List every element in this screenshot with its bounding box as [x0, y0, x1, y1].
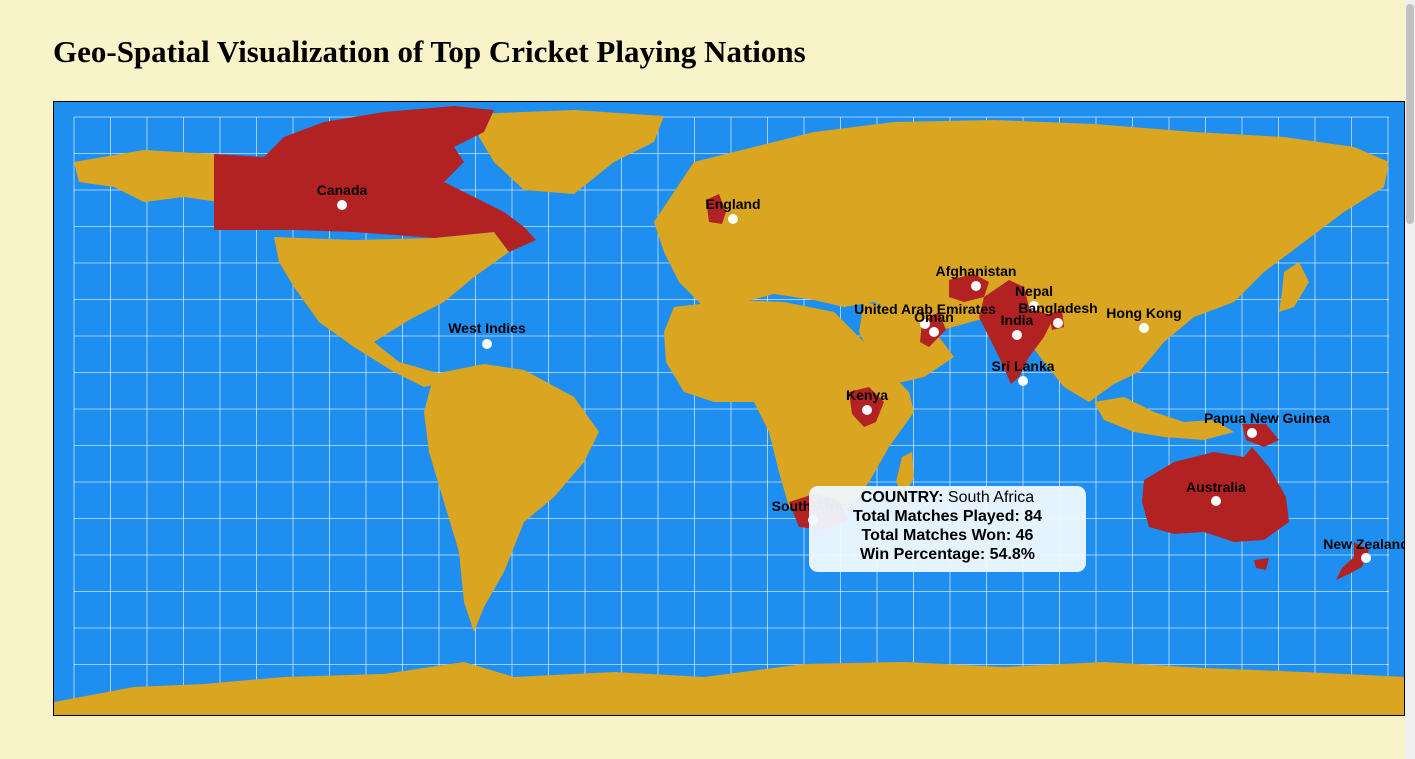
- country-shape-canada: [214, 106, 536, 252]
- tooltip-won-value: 46: [1015, 527, 1034, 544]
- land-antarctica: [54, 662, 1404, 715]
- marker-hong-kong[interactable]: [1139, 323, 1149, 333]
- country-shape-england: [706, 194, 726, 224]
- label-new-zealand: New Zealand: [1323, 536, 1405, 552]
- marker-sri-lanka[interactable]: [1018, 376, 1028, 386]
- tooltip-country-row: COUNTRY: South Africa: [809, 488, 1086, 507]
- land-alaska: [74, 150, 219, 202]
- marker-india[interactable]: [1012, 330, 1022, 340]
- marker-afghanistan[interactable]: [971, 281, 981, 291]
- label-oman: Oman: [914, 309, 954, 325]
- land-indonesia: [1094, 397, 1234, 440]
- label-england: England: [705, 196, 760, 212]
- land-layer: [54, 110, 1404, 715]
- marker-west-indies[interactable]: [482, 339, 492, 349]
- label-afghanistan: Afghanistan: [936, 263, 1017, 279]
- country-tooltip: COUNTRY: South Africa Total Matches Play…: [809, 486, 1086, 572]
- marker-new-zealand[interactable]: [1361, 553, 1371, 563]
- marker-nepal[interactable]: [1029, 301, 1039, 311]
- tooltip-won-label: Total Matches Won:: [861, 527, 1012, 544]
- tooltip-pct-row: Win Percentage: 54.8%: [809, 545, 1086, 564]
- tooltip-pct-value: 54.8%: [989, 546, 1036, 563]
- marker-papua-new-guinea[interactable]: [1247, 428, 1257, 438]
- world-map[interactable]: Canada England West Indies Afghanistan Nepal…: [53, 101, 1405, 716]
- land-africa: [664, 300, 914, 527]
- marker-kenya[interactable]: [862, 405, 872, 415]
- label-hong-kong: Hong Kong: [1106, 305, 1181, 321]
- label-india: India: [1001, 312, 1034, 328]
- highlight-layer: [214, 106, 1369, 580]
- land-north-america: [274, 232, 509, 387]
- marker-england[interactable]: [728, 214, 738, 224]
- page-title: Geo-Spatial Visualization of Top Cricket…: [53, 34, 806, 69]
- country-shape-tasmania: [1254, 558, 1269, 570]
- land-arabia: [859, 302, 954, 384]
- land-madagascar: [896, 452, 914, 497]
- land-eurasia: [654, 120, 1389, 402]
- land-scandinavia: [754, 142, 844, 232]
- marker-australia[interactable]: [1211, 496, 1221, 506]
- land-south-america: [424, 364, 599, 632]
- label-nepal: Nepal: [1015, 283, 1053, 299]
- label-bangladesh: Bangladesh: [1018, 300, 1097, 316]
- country-shape-papua-new-guinea: [1242, 424, 1279, 447]
- label-papua-new-guinea: Papua New Guinea: [1204, 410, 1330, 426]
- tooltip-played-value: 84: [1024, 508, 1043, 525]
- scrollbar-thumb[interactable]: [1406, 4, 1414, 224]
- tooltip-played-label: Total Matches Played:: [852, 508, 1020, 525]
- label-sri-lanka: Sri Lanka: [991, 358, 1054, 374]
- map-canvas[interactable]: Canada England West Indies Afghanistan Nepal…: [54, 102, 1405, 716]
- tooltip-country-value: South Africa: [947, 489, 1035, 506]
- tooltip-country-label: COUNTRY:: [860, 489, 944, 506]
- country-shape-new-zealand: [1336, 542, 1369, 580]
- marker-bangladesh[interactable]: [1053, 318, 1063, 328]
- marker-united-arab-emirates[interactable]: [920, 319, 930, 329]
- label-kenya: Kenya: [846, 387, 888, 403]
- tooltip-won-row: Total Matches Won: 46: [809, 526, 1086, 545]
- label-west-indies: West Indies: [448, 320, 526, 336]
- label-australia: Australia: [1186, 479, 1246, 495]
- label-canada: Canada: [317, 182, 368, 198]
- page-scrollbar[interactable]: [1405, 0, 1415, 759]
- tooltip-played-row: Total Matches Played: 84: [809, 507, 1086, 526]
- land-japan: [1279, 262, 1309, 312]
- country-shape-afghanistan: [949, 274, 989, 302]
- tooltip-pct-label: Win Percentage:: [859, 546, 986, 563]
- land-greenland: [474, 110, 664, 194]
- country-shape-australia: [1142, 447, 1289, 542]
- marker-oman[interactable]: [929, 327, 939, 337]
- label-united-arab-emirates: United Arab Emirates: [854, 301, 996, 317]
- marker-canada[interactable]: [337, 200, 347, 210]
